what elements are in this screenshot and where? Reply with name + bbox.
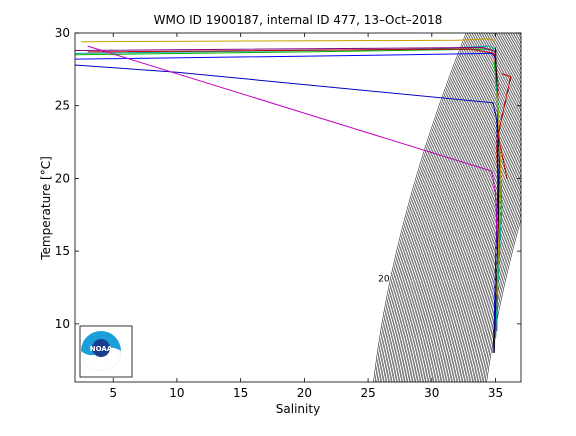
logo-wave <box>81 347 121 371</box>
density-contour <box>476 183 521 382</box>
density-contour <box>442 79 521 382</box>
density-contour <box>379 33 474 382</box>
profile-line-11 <box>496 91 502 295</box>
density-contour <box>389 33 484 382</box>
x-axis-ticks: 5 10 15 20 25 30 35 <box>109 33 503 400</box>
density-contour-labels: 20 <box>378 275 390 285</box>
density-contour <box>400 33 496 382</box>
density-contour <box>404 33 499 382</box>
density-contour <box>391 33 486 382</box>
noaa-logo: NOAA <box>79 325 133 378</box>
density-contour <box>437 65 521 382</box>
density-contour <box>481 200 521 382</box>
profile-line-3 <box>75 47 497 53</box>
density-contour <box>475 178 521 382</box>
density-contour <box>402 33 497 382</box>
density-contours <box>373 33 521 382</box>
density-contour <box>454 111 521 382</box>
density-contour <box>455 116 521 382</box>
density-contour <box>399 33 494 382</box>
y-axis-label: Temperature [°C] <box>39 156 53 261</box>
y-tick-label: 25 <box>55 99 70 113</box>
density-contour <box>441 74 521 382</box>
density-contour <box>378 33 472 382</box>
density-contour <box>421 33 518 382</box>
density-contour <box>450 102 521 382</box>
density-contour <box>408 33 504 382</box>
density-contour <box>410 33 506 382</box>
y-tick-label: 20 <box>55 171 70 185</box>
x-tick-label: 30 <box>424 386 439 400</box>
density-label: 20 <box>378 275 390 285</box>
density-contour <box>373 33 467 382</box>
density-contour <box>374 33 469 382</box>
density-contour <box>416 33 513 382</box>
density-contour <box>431 48 521 382</box>
density-contour <box>418 33 514 382</box>
density-contour <box>449 97 521 382</box>
density-contour <box>384 33 479 382</box>
profile-line-0 <box>81 38 496 43</box>
density-contour <box>412 33 508 382</box>
density-contour <box>457 121 521 382</box>
y-tick-label: 10 <box>55 317 70 331</box>
x-tick-label: 10 <box>169 386 184 400</box>
density-contour <box>444 83 521 382</box>
y-tick-label: 30 <box>55 26 70 40</box>
density-contour <box>479 194 521 382</box>
y-axis-ticks: 10 15 20 25 30 <box>55 26 521 331</box>
density-contour <box>387 33 482 382</box>
density-contour <box>439 70 521 382</box>
density-contour <box>392 33 487 382</box>
density-contour <box>428 39 521 382</box>
density-contour <box>405 33 501 382</box>
density-contour <box>471 167 521 382</box>
density-contour <box>447 93 521 382</box>
profile-line-6 <box>75 52 496 60</box>
profile-series <box>75 38 512 353</box>
logo-text: NOAA <box>90 345 113 353</box>
logo-gull <box>92 339 110 357</box>
density-contour <box>473 172 521 382</box>
density-contour <box>394 33 489 382</box>
density-contour <box>429 43 521 382</box>
density-contour <box>397 33 492 382</box>
density-contour <box>386 33 480 382</box>
density-contour <box>478 189 521 382</box>
x-tick-label: 20 <box>297 386 312 400</box>
x-axis-label: Salinity <box>276 402 320 416</box>
density-contour <box>434 56 521 382</box>
density-contour <box>383 33 477 382</box>
x-tick-label: 35 <box>488 386 503 400</box>
density-contour <box>468 156 521 382</box>
density-contour <box>376 33 470 382</box>
density-contour <box>395 33 491 382</box>
x-tick-label: 25 <box>360 386 375 400</box>
density-contour <box>413 33 509 382</box>
density-contour <box>466 151 521 382</box>
density-contour <box>465 146 521 382</box>
y-tick-label: 15 <box>55 244 70 258</box>
density-contour <box>420 33 516 382</box>
density-contour <box>470 162 521 382</box>
density-contour <box>415 33 511 382</box>
x-tick-label: 5 <box>109 386 117 400</box>
x-tick-label: 15 <box>233 386 248 400</box>
density-contour <box>381 33 475 382</box>
density-contour <box>463 141 521 382</box>
plot-frame <box>74 32 522 383</box>
density-contour <box>452 107 521 382</box>
profile-line-12 <box>497 73 512 179</box>
density-contour <box>446 88 521 382</box>
density-contour <box>407 33 503 382</box>
density-contour <box>433 52 521 382</box>
chart-title: WMO ID 1900187, internal ID 477, 13–Oct–… <box>154 13 443 27</box>
profile-line-5 <box>75 64 499 353</box>
density-contour <box>436 61 521 382</box>
density-contour <box>426 35 521 382</box>
